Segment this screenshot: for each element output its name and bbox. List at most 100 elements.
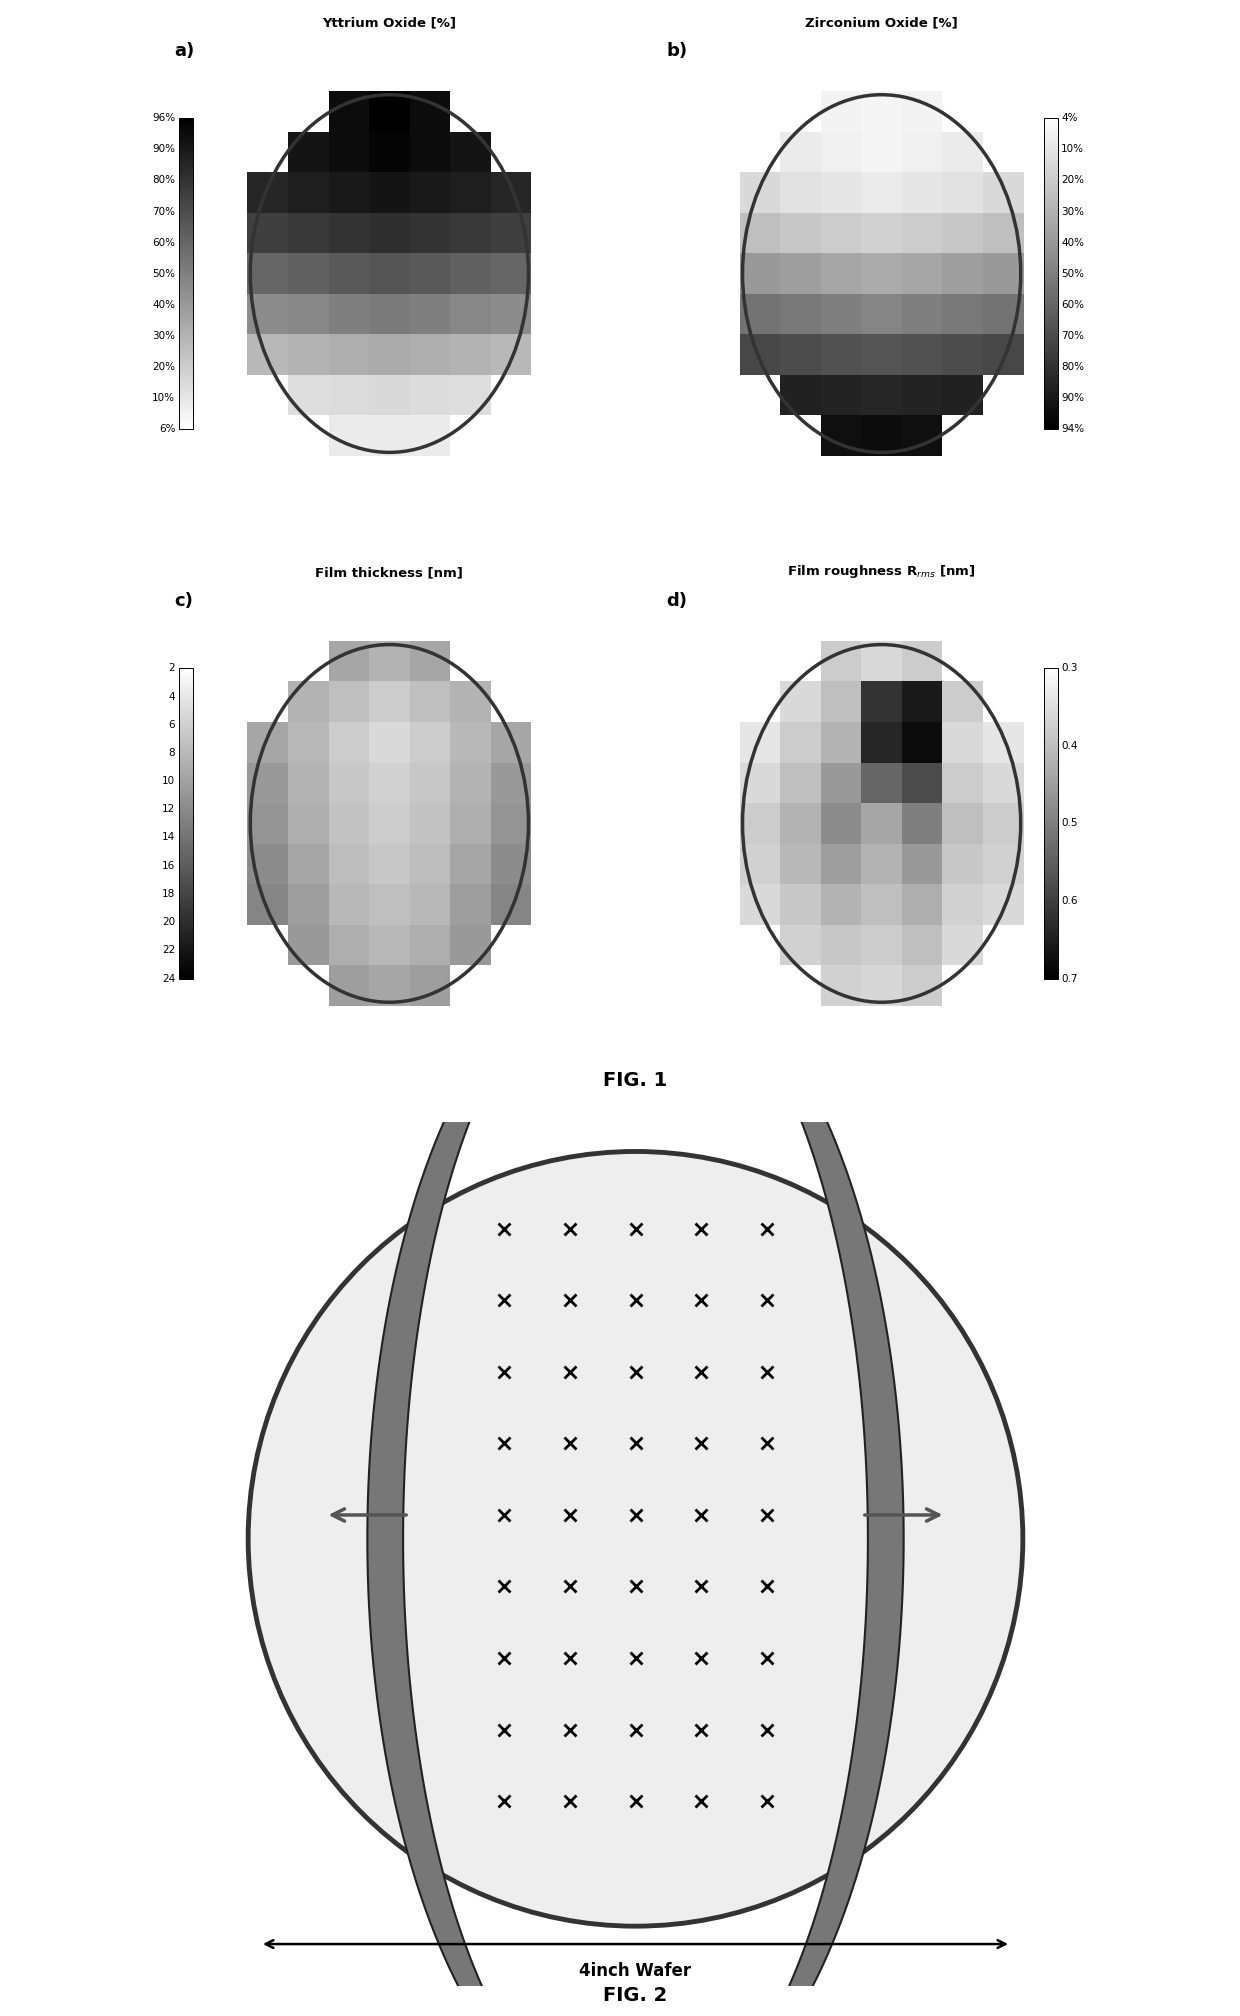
Bar: [491, 335, 531, 375]
Bar: [1044, 669, 1058, 978]
Bar: [740, 885, 780, 925]
Text: 40%: 40%: [153, 300, 175, 310]
Text: 0.6: 0.6: [1061, 895, 1078, 905]
Bar: [862, 294, 901, 335]
Bar: [821, 294, 862, 335]
Bar: [862, 681, 901, 722]
Bar: [740, 214, 780, 254]
Bar: [450, 214, 491, 254]
Text: 0.4: 0.4: [1061, 740, 1078, 750]
Bar: [329, 91, 370, 131]
Bar: [983, 294, 1023, 335]
Bar: [248, 294, 288, 335]
Text: d): d): [667, 593, 688, 611]
Bar: [329, 802, 370, 843]
Bar: [983, 762, 1023, 802]
Text: 10: 10: [162, 776, 175, 786]
Bar: [409, 335, 450, 375]
Bar: [409, 294, 450, 335]
Bar: [821, 885, 862, 925]
Bar: [862, 885, 901, 925]
Bar: [901, 641, 942, 681]
Bar: [862, 802, 901, 843]
Bar: [288, 171, 329, 214]
Bar: [248, 722, 288, 762]
Bar: [329, 681, 370, 722]
Bar: [862, 641, 901, 681]
Bar: [329, 762, 370, 802]
Bar: [450, 171, 491, 214]
Bar: [288, 375, 329, 415]
Bar: [409, 802, 450, 843]
Bar: [450, 722, 491, 762]
Bar: [329, 722, 370, 762]
Polygon shape: [707, 972, 904, 2016]
Bar: [821, 925, 862, 966]
Ellipse shape: [248, 1151, 1023, 1925]
Bar: [370, 681, 409, 722]
Bar: [901, 843, 942, 885]
Text: 14: 14: [162, 833, 175, 843]
Bar: [450, 802, 491, 843]
Bar: [942, 885, 983, 925]
Bar: [901, 171, 942, 214]
Bar: [329, 254, 370, 294]
Bar: [491, 802, 531, 843]
Bar: [821, 843, 862, 885]
Bar: [179, 119, 192, 429]
Bar: [248, 802, 288, 843]
Bar: [821, 762, 862, 802]
Bar: [862, 131, 901, 171]
Text: FIG. 2: FIG. 2: [604, 1986, 667, 2004]
Bar: [288, 335, 329, 375]
Bar: [450, 131, 491, 171]
Title: Zirconium Oxide [%]: Zirconium Oxide [%]: [805, 16, 959, 28]
Bar: [491, 722, 531, 762]
Bar: [409, 925, 450, 966]
Bar: [862, 722, 901, 762]
Bar: [370, 415, 409, 456]
Bar: [740, 762, 780, 802]
Bar: [450, 681, 491, 722]
Bar: [983, 254, 1023, 294]
Text: 70%: 70%: [153, 206, 175, 216]
Bar: [862, 214, 901, 254]
Text: 96%: 96%: [153, 113, 175, 123]
Bar: [491, 294, 531, 335]
Bar: [740, 254, 780, 294]
Bar: [821, 131, 862, 171]
Bar: [491, 843, 531, 885]
Bar: [450, 294, 491, 335]
Bar: [901, 722, 942, 762]
Bar: [329, 294, 370, 335]
Bar: [942, 254, 983, 294]
Bar: [821, 722, 862, 762]
Bar: [862, 335, 901, 375]
Text: 12: 12: [162, 804, 175, 814]
Bar: [288, 762, 329, 802]
Bar: [409, 254, 450, 294]
Bar: [862, 843, 901, 885]
Text: 2: 2: [169, 663, 175, 673]
Bar: [370, 375, 409, 415]
Bar: [821, 681, 862, 722]
Bar: [288, 294, 329, 335]
Bar: [409, 131, 450, 171]
Bar: [821, 254, 862, 294]
Bar: [288, 681, 329, 722]
Bar: [821, 641, 862, 681]
Bar: [862, 91, 901, 131]
Bar: [491, 762, 531, 802]
Bar: [821, 375, 862, 415]
Bar: [329, 925, 370, 966]
Bar: [370, 214, 409, 254]
Bar: [862, 762, 901, 802]
Text: 90%: 90%: [153, 145, 175, 155]
Title: Film thickness [nm]: Film thickness [nm]: [315, 566, 464, 579]
Bar: [740, 335, 780, 375]
Text: 60%: 60%: [1061, 300, 1084, 310]
Bar: [370, 641, 409, 681]
Bar: [450, 375, 491, 415]
Bar: [248, 214, 288, 254]
Bar: [329, 966, 370, 1006]
